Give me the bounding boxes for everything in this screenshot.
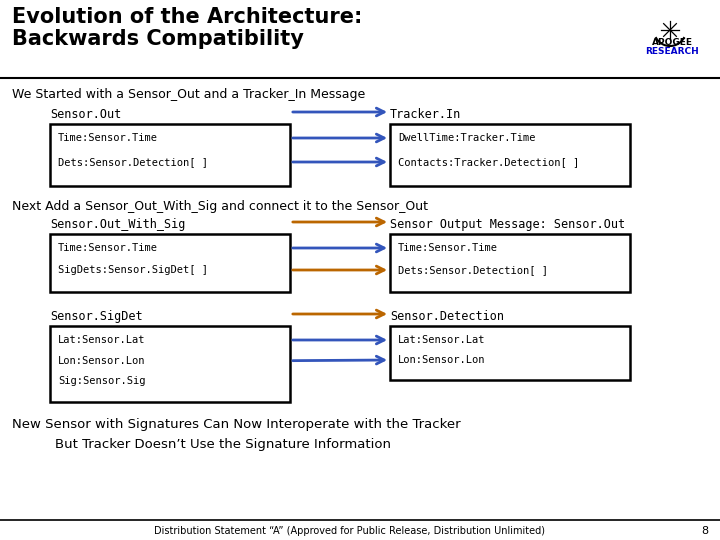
Text: Next Add a Sensor_Out_With_Sig and connect it to the Sensor_Out: Next Add a Sensor_Out_With_Sig and conne…	[12, 200, 428, 213]
Text: Sig:Sensor.Sig: Sig:Sensor.Sig	[58, 376, 145, 386]
Bar	[50, 326, 290, 402]
Text: 8: 8	[701, 526, 708, 536]
Text: Backwards Compatibility: Backwards Compatibility	[12, 29, 304, 49]
Bar	[50, 124, 290, 186]
Text: Time:Sensor.Time: Time:Sensor.Time	[58, 243, 158, 253]
Text: We Started with a Sensor_Out and a Tracker_In Message: We Started with a Sensor_Out and a Track…	[12, 88, 365, 101]
Text: Sensor.SigDet: Sensor.SigDet	[50, 310, 143, 323]
Bar	[390, 326, 630, 380]
Text: Dets:Sensor.Detection[ ]: Dets:Sensor.Detection[ ]	[58, 157, 208, 167]
Text: Sensor.Out_With_Sig: Sensor.Out_With_Sig	[50, 218, 185, 231]
Text: Sensor.Detection: Sensor.Detection	[390, 310, 504, 323]
Text: DwellTime:Tracker.Time: DwellTime:Tracker.Time	[398, 133, 536, 143]
Text: Evolution of the Architecture:: Evolution of the Architecture:	[12, 7, 362, 27]
Bar	[390, 234, 630, 292]
Text: New Sensor with Signatures Can Now Interoperate with the Tracker: New Sensor with Signatures Can Now Inter…	[12, 418, 461, 431]
Text: Sensor Output Message: Sensor.Out: Sensor Output Message: Sensor.Out	[390, 218, 625, 231]
Text: But Tracker Doesn’t Use the Signature Information: But Tracker Doesn’t Use the Signature In…	[55, 438, 391, 451]
Text: SigDets:Sensor.SigDet[ ]: SigDets:Sensor.SigDet[ ]	[58, 265, 208, 275]
Text: Lon:Sensor.Lon: Lon:Sensor.Lon	[58, 356, 145, 366]
Text: Lat:Sensor.Lat: Lat:Sensor.Lat	[58, 335, 145, 345]
Text: Lon:Sensor.Lon: Lon:Sensor.Lon	[398, 355, 485, 365]
Text: RESEARCH: RESEARCH	[645, 47, 699, 56]
Bar	[50, 234, 290, 292]
Text: Time:Sensor.Time: Time:Sensor.Time	[58, 133, 158, 143]
Text: Dets:Sensor.Detection[ ]: Dets:Sensor.Detection[ ]	[398, 265, 548, 275]
Text: Distribution Statement “A” (Approved for Public Release, Distribution Unlimited): Distribution Statement “A” (Approved for…	[155, 526, 546, 536]
Text: APOGEE: APOGEE	[652, 38, 693, 47]
Text: Lat:Sensor.Lat: Lat:Sensor.Lat	[398, 335, 485, 345]
Text: Sensor.Out: Sensor.Out	[50, 108, 121, 121]
Bar	[390, 124, 630, 186]
Text: Tracker.In: Tracker.In	[390, 108, 462, 121]
Text: Time:Sensor.Time: Time:Sensor.Time	[398, 243, 498, 253]
Text: Contacts:Tracker.Detection[ ]: Contacts:Tracker.Detection[ ]	[398, 157, 580, 167]
